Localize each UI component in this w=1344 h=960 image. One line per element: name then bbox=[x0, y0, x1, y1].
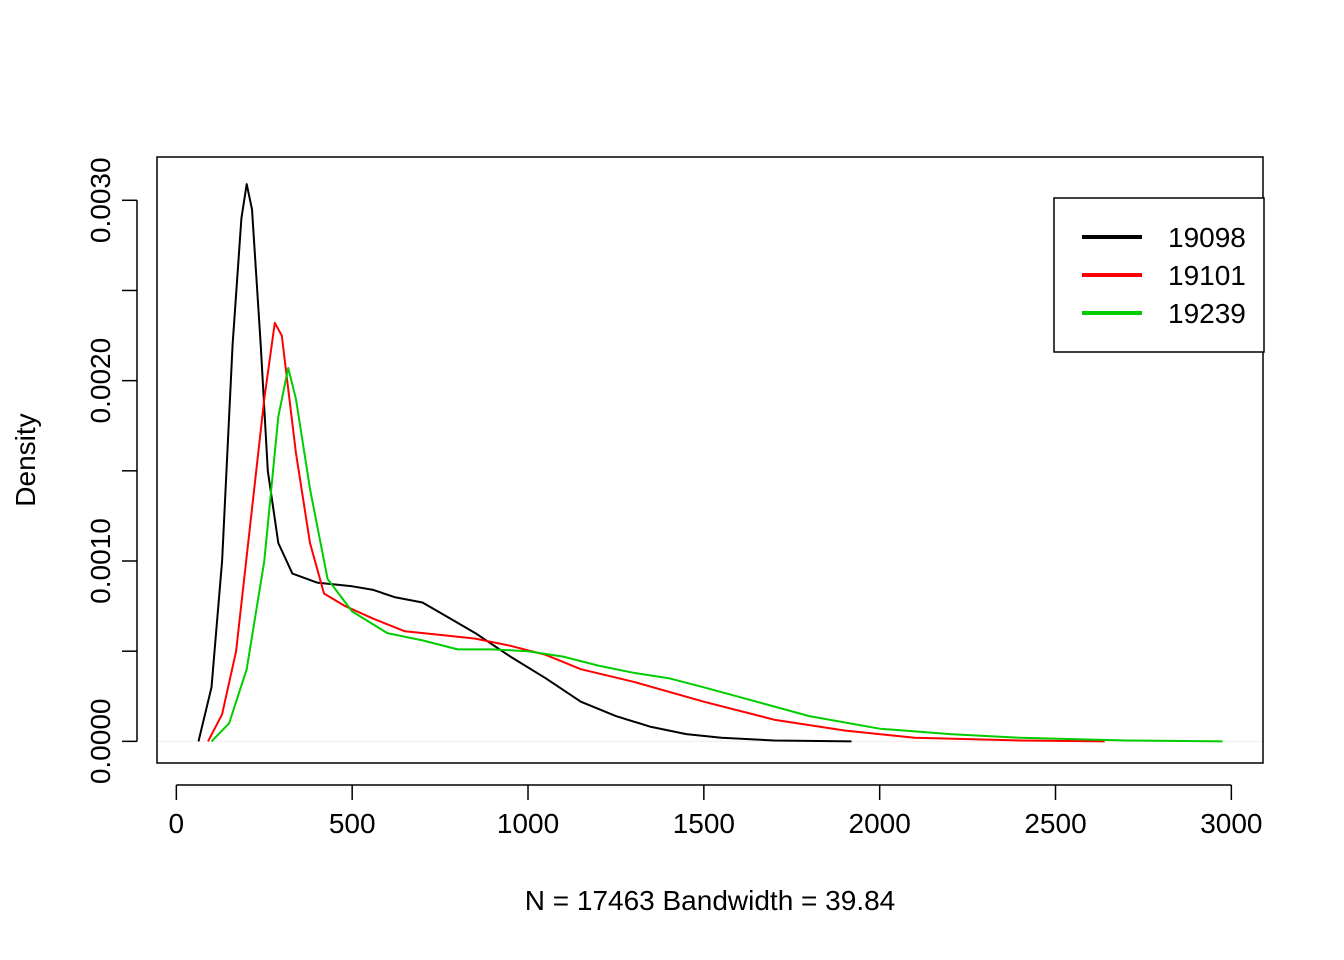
chart-marks: 0 500 1000 1500 2000 2500 3000 0.0000 0.0010 0.00… bbox=[85, 156, 1265, 839]
x-tick-label-3: 1500 bbox=[673, 808, 735, 839]
series-line-19239 bbox=[210, 367, 1223, 743]
x-tick-label-0: 0 bbox=[169, 808, 185, 839]
x-axis-label: N = 17463 Bandwidth = 39.84 bbox=[525, 885, 896, 916]
y-tick-label-0: 0.0000 bbox=[85, 699, 116, 785]
y-axis-label: Density bbox=[10, 413, 41, 506]
y-tick-label-6: 0.0030 bbox=[85, 157, 116, 243]
x-tick-label-4: 2000 bbox=[849, 808, 911, 839]
x-tick-label-6: 3000 bbox=[1200, 808, 1262, 839]
x-tick-label-2: 1000 bbox=[497, 808, 559, 839]
plot-frame bbox=[156, 156, 1264, 764]
legend-label-19101: 19101 bbox=[1168, 260, 1246, 291]
y-tick-label-2: 0.0010 bbox=[85, 518, 116, 604]
legend-label-19239: 19239 bbox=[1168, 298, 1246, 329]
series-line-19101 bbox=[207, 321, 1105, 743]
series-line-19098 bbox=[197, 183, 852, 743]
y-tick-label-4: 0.0020 bbox=[85, 338, 116, 424]
legend-label-19098: 19098 bbox=[1168, 222, 1246, 253]
x-tick-label-1: 500 bbox=[329, 808, 376, 839]
x-tick-label-5: 2500 bbox=[1024, 808, 1086, 839]
